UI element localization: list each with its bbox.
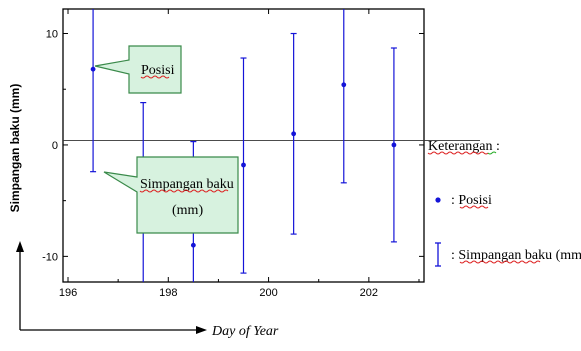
data-point: [241, 162, 246, 168]
spellcheck-underline: [139, 189, 229, 193]
data-point: [190, 242, 196, 248]
data-point: [391, 142, 397, 148]
legend-posisi-label: : Posisi: [451, 193, 492, 208]
legend-errorbar-marker: [435, 242, 441, 267]
x-tick-label: 202: [360, 287, 378, 299]
data-point: [291, 131, 297, 137]
plot-frame: [62, 8, 425, 283]
legend-point-marker: [435, 197, 441, 203]
callout-simpangan-text-line1: Simpangan baku: [140, 177, 234, 192]
spellcheck-underline: [459, 205, 489, 209]
spellcheck-underline: [140, 75, 170, 79]
callout-posisi-box: [94, 45, 182, 94]
tick-layer: 196 198 200 202 10 0 -10: [42, 9, 424, 299]
y-axis-arrow-head: [16, 241, 24, 252]
spellcheck-underline: [427, 151, 489, 155]
y-axis-label: Simpangan baku (mm): [8, 84, 22, 213]
legend-title: Keterangan :: [428, 139, 500, 154]
data-point: [341, 82, 347, 88]
error-bar: [90, 9, 97, 173]
legend-errorbar-label: : Simpangan baku (mm): [451, 248, 581, 263]
y-tick-label: 0: [52, 140, 58, 152]
spellcheck-underline: [459, 260, 541, 264]
grammar-underline: [487, 151, 497, 155]
callout-posisi-text: Posisi: [141, 63, 175, 78]
x-axis-arrow-head: [196, 326, 207, 334]
callout-simpangan-text-line2: (mm): [172, 203, 203, 218]
y-tick-label: -10: [42, 251, 58, 263]
data-point: [90, 66, 96, 72]
x-tick-label: 198: [159, 287, 177, 299]
x-tick-label: 200: [259, 287, 277, 299]
x-tick-label: 196: [59, 287, 77, 299]
x-axis-label: Day of Year: [211, 324, 279, 339]
error-bar: [340, 9, 347, 184]
callout-simpangan-box: [103, 156, 239, 234]
y-tick-label: 10: [46, 29, 58, 41]
